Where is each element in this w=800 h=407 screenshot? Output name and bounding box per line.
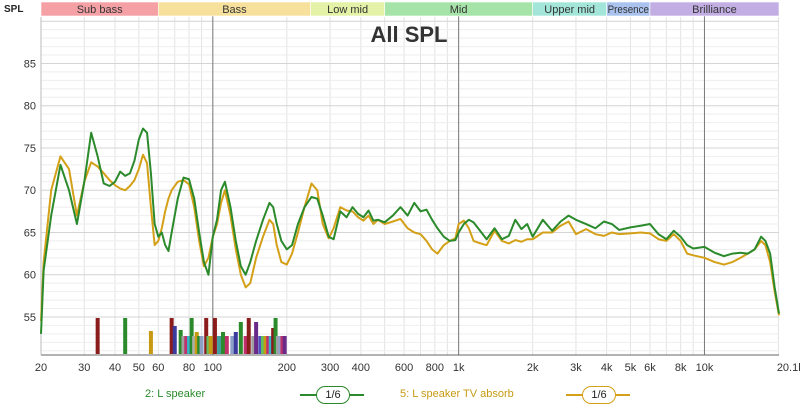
x-tick-label: 30 [78, 362, 90, 374]
mode-marker [230, 336, 235, 354]
mode-marker [186, 336, 191, 354]
mode-marker [246, 318, 251, 354]
y-tick-label: 65 [24, 227, 36, 239]
x-tick-label: 8k [675, 362, 687, 374]
mode-marker [199, 336, 204, 354]
x-tick-label: 600 [395, 362, 413, 374]
x-tick-label: 2k [527, 362, 539, 374]
x-tick-label: 200 [278, 362, 296, 374]
mode-marker [243, 336, 248, 354]
y-axis-label: SPL [4, 4, 23, 15]
mode-marker [95, 318, 100, 354]
mode-marker [260, 336, 265, 354]
x-tick-label: 5k [625, 362, 637, 374]
x-tick-label: 6k [644, 362, 656, 374]
band-7 [649, 1, 780, 17]
mode-marker [278, 336, 283, 354]
mode-marker [194, 332, 199, 354]
mode-marker [192, 336, 197, 354]
mode-marker [197, 336, 202, 354]
mode-marker [181, 336, 186, 354]
y-tick-label: 75 [24, 143, 36, 155]
mode-marker [224, 336, 229, 354]
legend-label-series-1: 2: L speaker [145, 388, 206, 400]
mode-marker [178, 330, 183, 354]
x-tick-label: 20.1kHz [777, 362, 800, 374]
x-tick-label: 50 [133, 362, 145, 374]
mode-marker [206, 336, 211, 354]
chart-title: All SPL [370, 22, 447, 47]
x-tick-label: 300 [321, 362, 339, 374]
smoothing-value-series-1: 1/6 [325, 389, 341, 401]
mode-marker [251, 336, 256, 354]
x-tick-label: 60 [152, 362, 164, 374]
mode-marker [254, 322, 259, 354]
legend-label-series-2: 5: L speaker TV absorb [400, 388, 514, 400]
y-tick-label: 70 [24, 185, 36, 197]
x-tick-label: 800 [426, 362, 444, 374]
band-label-4: Mid [450, 4, 468, 16]
x-tick-label: 100 [204, 362, 222, 374]
legend-entry-series-2: 5: L speaker TV absorb [400, 381, 514, 407]
mode-marker [273, 318, 278, 354]
x-tick-label: 3k [570, 362, 582, 374]
mode-marker [258, 336, 263, 354]
x-tick-label: 1k [453, 362, 465, 374]
mode-marker [184, 336, 189, 354]
mode-marker [280, 336, 285, 354]
smoothing-button-series-1[interactable]: 1/6 [316, 386, 350, 404]
x-tick-label: 80 [183, 362, 195, 374]
smoothing-value-series-2: 1/6 [591, 389, 607, 401]
band-label-3: Low mid [327, 4, 368, 16]
mode-marker [172, 326, 177, 354]
mode-marker [238, 322, 243, 354]
mode-marker [204, 318, 209, 354]
band-label-2: Bass [222, 4, 247, 16]
mode-marker [282, 336, 287, 354]
y-tick-label: 85 [24, 58, 36, 70]
band-label-6: Presence [608, 4, 649, 16]
mode-marker [217, 336, 222, 354]
mode-marker [212, 318, 217, 354]
mode-marker [189, 318, 194, 354]
plot-area [41, 17, 779, 355]
mode-marker [271, 328, 276, 354]
smoothing-button-series-2[interactable]: 1/6 [582, 386, 616, 404]
spl-chart: Sub bass Bass Low mid Mid Upper mid Presence B… [4, 1, 800, 374]
mode-marker [169, 318, 174, 354]
x-tick-label: 20 [35, 362, 47, 374]
mode-marker [233, 332, 238, 354]
series-line-2 [40, 153, 780, 322]
mode-marker [123, 318, 128, 354]
mode-marker [266, 336, 271, 354]
x-tick-label: 40 [109, 362, 121, 374]
x-tick-label: 10k [696, 362, 714, 374]
band-label-1: Sub bass [77, 4, 123, 16]
mode-marker [268, 336, 273, 354]
series-line-1 [40, 127, 780, 334]
mode-marker [148, 331, 153, 354]
x-tick-label: 400 [352, 362, 370, 374]
band-label-5: Upper mid [544, 4, 595, 16]
x-tick-label: 4k [601, 362, 613, 374]
mode-marker [208, 336, 213, 354]
y-tick-label: 60 [24, 270, 36, 282]
mode-marker [263, 336, 268, 354]
band-label-7: Brilliance [692, 4, 737, 16]
mode-marker [275, 336, 280, 354]
mode-marker [220, 332, 225, 354]
y-tick-label: 80 [24, 101, 36, 113]
y-tick-label: 55 [24, 312, 36, 324]
legend-entry-series-1: 2: L speaker [145, 381, 205, 407]
